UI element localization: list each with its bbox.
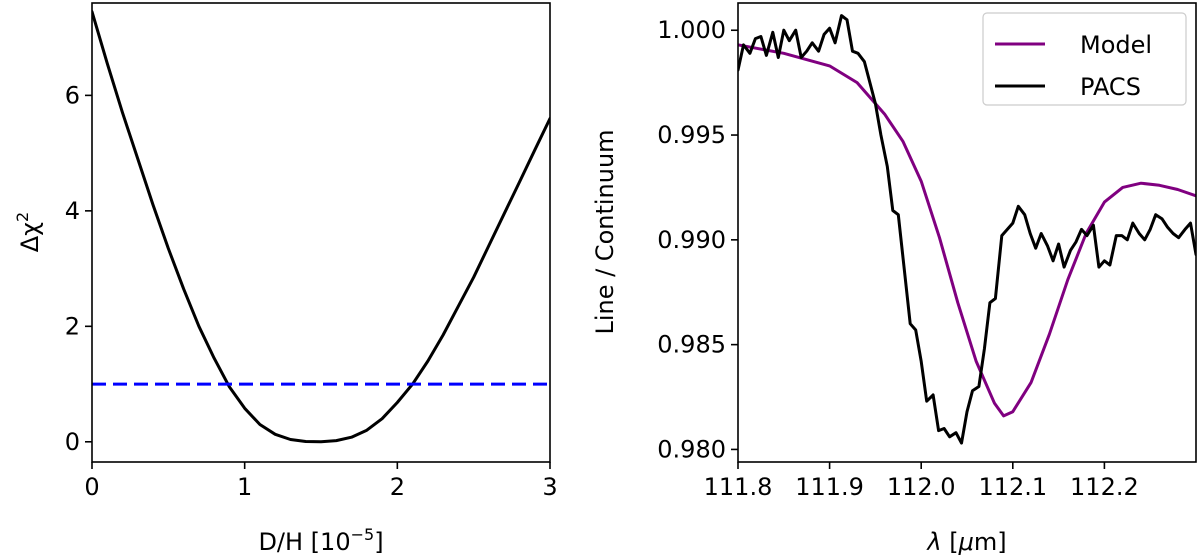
- legend-box: [982, 12, 1187, 106]
- right-x-tick-label: 111.9: [795, 473, 864, 501]
- left-y-tick-label: 6: [65, 81, 80, 109]
- left-y-tick-label: 0: [65, 428, 80, 456]
- right-y-tick-label: 0.995: [657, 121, 726, 149]
- left-series-chi-square-curve: [92, 10, 550, 444]
- right-x-tick-label: 111.8: [704, 473, 773, 501]
- right-series-pacs: [738, 14, 1196, 445]
- right-plot-area: [738, 14, 1196, 445]
- right-x-tick-label: 112.1: [978, 473, 1047, 501]
- left-ticks: 0 1 2 3 0 2 4 6: [65, 81, 558, 501]
- left-plot-area: [92, 10, 550, 444]
- left-y-tick-label: 4: [65, 197, 80, 225]
- legend: Model PACS: [982, 12, 1187, 106]
- right-y-tick-label: 1.000: [657, 16, 726, 44]
- right-y-tick-label: 0.980: [657, 435, 726, 463]
- right-y-tick-label: 0.985: [657, 331, 726, 359]
- legend-label-model: Model: [1080, 31, 1152, 59]
- legend-label-pacs: PACS: [1080, 73, 1141, 101]
- right-x-tick-label: 112.0: [887, 473, 956, 501]
- right-ticks: 111.8 111.9 112.0 112.1 112.2 0.980 0.985 0.990…: [657, 16, 1138, 501]
- left-y-tick-label: 2: [65, 312, 80, 340]
- left-x-tick-label: 1: [237, 473, 252, 501]
- right-panel: 111.8 111.9 112.0 112.1 112.2 0.980 0.985 0.990…: [591, 2, 1197, 556]
- left-axes-frame: [91, 2, 551, 463]
- right-axes-frame: [737, 2, 1197, 463]
- left-x-tick-label: 3: [542, 473, 557, 501]
- left-y-axis-label: Δχ2: [13, 212, 44, 252]
- left-x-tick-label: 2: [390, 473, 405, 501]
- left-x-axis-label: D/H [10−5]: [258, 525, 383, 556]
- right-y-axis-label: Line / Continuum: [591, 129, 619, 334]
- left-x-tick-label: 0: [84, 473, 99, 501]
- left-panel: 0 1 2 3 0 2 4 6 D/H [10−5] Δχ2: [13, 2, 558, 556]
- right-x-axis-label: λ [μm]: [925, 528, 1006, 556]
- right-y-tick-label: 0.990: [657, 226, 726, 254]
- right-x-tick-label: 112.2: [1070, 473, 1139, 501]
